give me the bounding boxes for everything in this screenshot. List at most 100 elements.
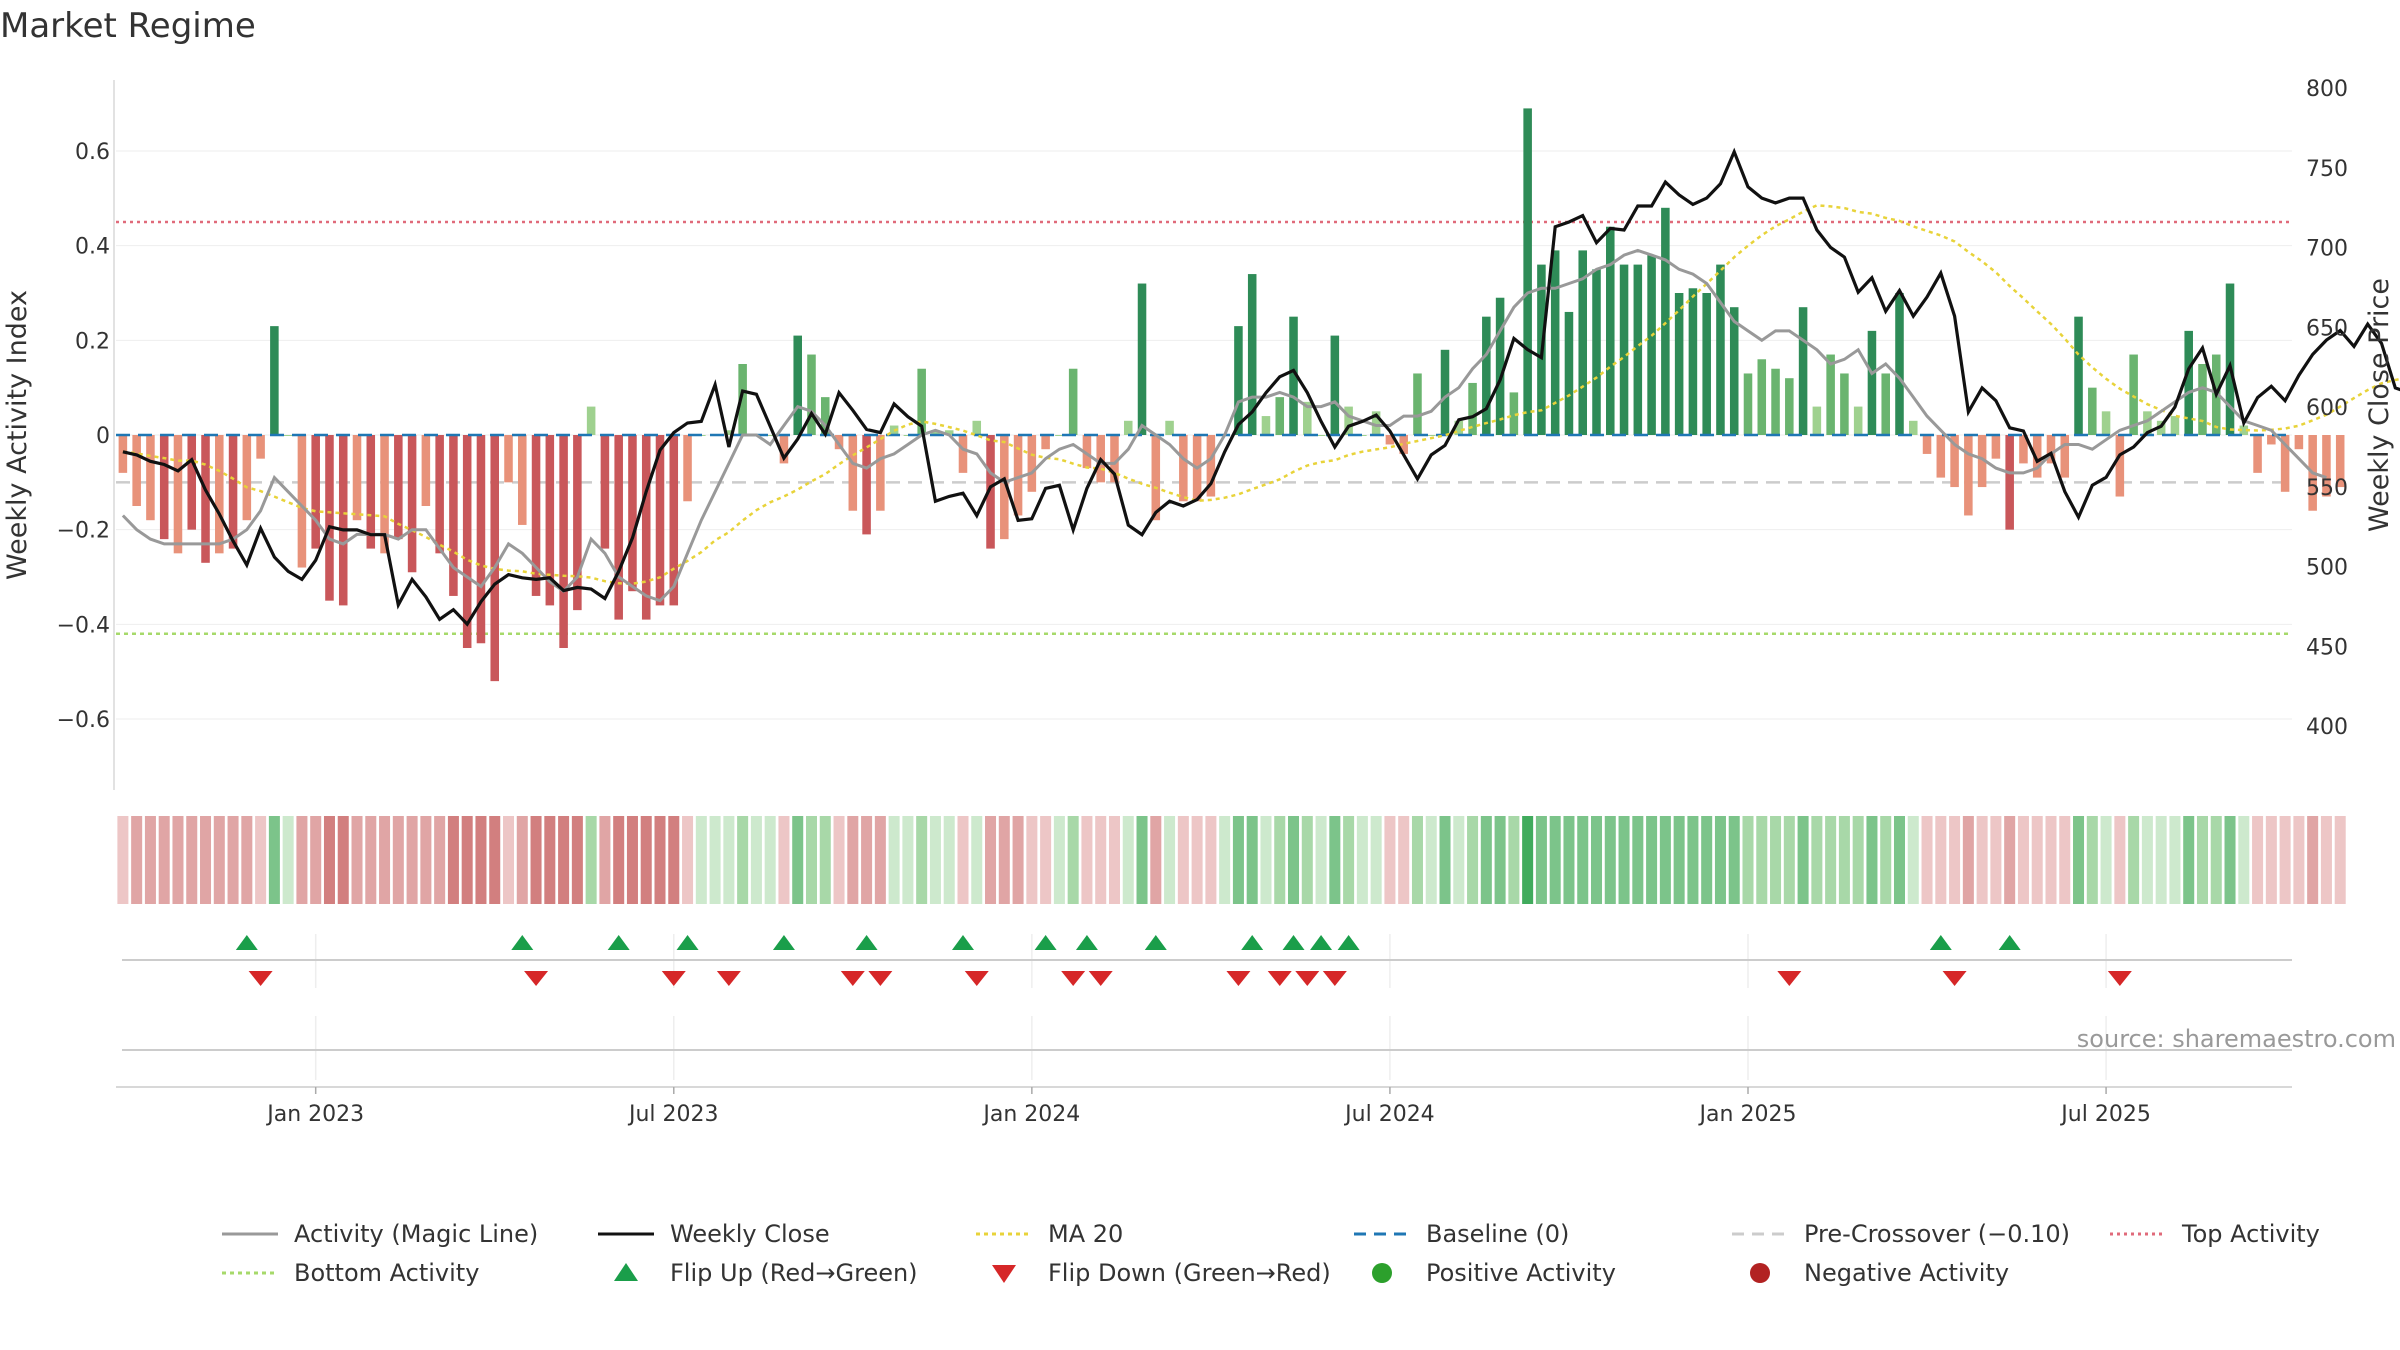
activity-bar <box>270 326 279 435</box>
flip-down-marker <box>964 971 989 986</box>
phase-strip-cell <box>778 816 790 904</box>
activity-bar <box>1867 330 1877 435</box>
activity-bar <box>1041 435 1050 450</box>
activity-bar <box>1826 354 1835 435</box>
activity-bar <box>159 435 169 540</box>
phase-strip-cell <box>2252 816 2264 904</box>
activity-bar <box>1123 420 1133 435</box>
activity-bar <box>311 435 320 549</box>
activity-bar <box>201 435 210 563</box>
activity-bar <box>669 435 679 606</box>
activity-bar <box>1068 368 1078 435</box>
y2-tick-label: 650 <box>2306 316 2348 341</box>
activity-bar <box>2143 411 2152 435</box>
activity-bar <box>1633 264 1643 435</box>
flip-down-marker <box>1295 971 1320 986</box>
activity-bar <box>724 430 734 435</box>
flip-up-marker <box>1241 935 1264 950</box>
activity-bar <box>1977 435 1987 488</box>
activity-bar <box>958 435 968 473</box>
weekly-close-line <box>122 147 2400 627</box>
flip-down-marker <box>1088 971 1113 986</box>
phase-strip-cell <box>985 816 997 904</box>
activity-bar <box>2005 435 2014 530</box>
phase-strip-cell <box>392 816 404 904</box>
phase-strip-cell <box>268 816 280 904</box>
phase-strip-cell <box>1136 816 1148 904</box>
phase-strip-cell <box>1246 816 1258 904</box>
activity-bar <box>655 435 665 606</box>
activity-bar <box>325 435 334 601</box>
y2-tick-label: 400 <box>2306 715 2348 740</box>
activity-bar <box>1482 316 1491 435</box>
activity-bar <box>256 435 265 459</box>
phase-strip-cell <box>998 816 1010 904</box>
source-text: source: sharemaestro.com <box>2077 1025 2396 1053</box>
activity-bar <box>848 435 858 511</box>
activity-bar <box>1110 435 1119 483</box>
phase-strip-cell <box>1467 816 1479 904</box>
activity-bar <box>2322 435 2331 497</box>
activity-bar <box>407 435 417 573</box>
flip-up-marker <box>1998 935 2021 950</box>
y-axis-label: Weekly Activity Index <box>2 290 33 580</box>
y-tick-label: 0.6 <box>75 140 110 165</box>
phase-strip-cell <box>1590 816 1603 904</box>
activity-bar <box>2129 354 2138 435</box>
activity-bar <box>1440 349 1450 435</box>
activity-bar <box>641 435 651 620</box>
activity-bar <box>931 430 940 435</box>
phase-strip-cell <box>1040 816 1052 904</box>
phase-strip-cell <box>695 816 707 904</box>
phase-strip-cell <box>1480 816 1492 904</box>
activity-bar <box>1468 382 1477 435</box>
phase-strip-cell <box>2086 816 2098 904</box>
activity-bar <box>1399 435 1408 454</box>
flip-down-marker <box>2107 971 2132 986</box>
activity-bar <box>1151 435 1161 521</box>
activity-bar <box>903 435 913 436</box>
phase-strip-cell <box>2265 816 2277 904</box>
legend-label: Weekly Close <box>670 1220 830 1248</box>
phase-strip-cell <box>1797 816 1809 904</box>
activity-bar <box>476 435 486 644</box>
flip-down-marker <box>1942 971 1967 986</box>
phase-strip-cell <box>1177 816 1189 904</box>
phase-strip-cell <box>1907 816 1919 904</box>
activity-bar <box>2267 435 2276 445</box>
activity-bar <box>187 435 197 530</box>
flip-up-marker <box>1929 935 1952 950</box>
activity-bar <box>917 368 926 435</box>
phase-strip-cell <box>1577 816 1589 904</box>
legend-label: Top Activity <box>2181 1220 2320 1248</box>
phase-strip-cell <box>2059 816 2071 904</box>
activity-bar <box>435 435 444 554</box>
activity-bar <box>820 397 830 435</box>
phase-strip-cell <box>1962 816 1974 904</box>
phase-strip-cell <box>1990 816 2002 904</box>
phase-strip-cell <box>613 816 625 904</box>
flip-down-marker <box>868 971 893 986</box>
phase-strip-cell <box>447 816 459 904</box>
legend-swatch <box>614 1263 638 1281</box>
activity-bar <box>228 435 238 549</box>
phase-strip-cell <box>2128 816 2140 904</box>
phase-strip-cell <box>337 816 349 904</box>
phase-strip-cell <box>929 816 941 904</box>
activity-bar <box>1316 435 1326 436</box>
activity-bar <box>614 435 623 620</box>
y2-tick-label: 550 <box>2306 476 2348 501</box>
activity-bar <box>2032 435 2042 478</box>
flip-down-marker <box>840 971 865 986</box>
activity-bar <box>1619 264 1629 435</box>
activity-bar <box>2294 435 2304 450</box>
activity-bar <box>297 435 307 568</box>
activity-bar <box>1881 373 1890 435</box>
activity-bar <box>380 435 389 554</box>
phase-strip-cell <box>599 816 611 904</box>
activity-bar <box>2170 416 2180 435</box>
phase-strip-cell <box>530 816 542 904</box>
phase-strip-cell <box>1343 816 1355 904</box>
phase-strip-cell <box>2210 816 2222 904</box>
phase-strip-cell <box>723 816 735 904</box>
